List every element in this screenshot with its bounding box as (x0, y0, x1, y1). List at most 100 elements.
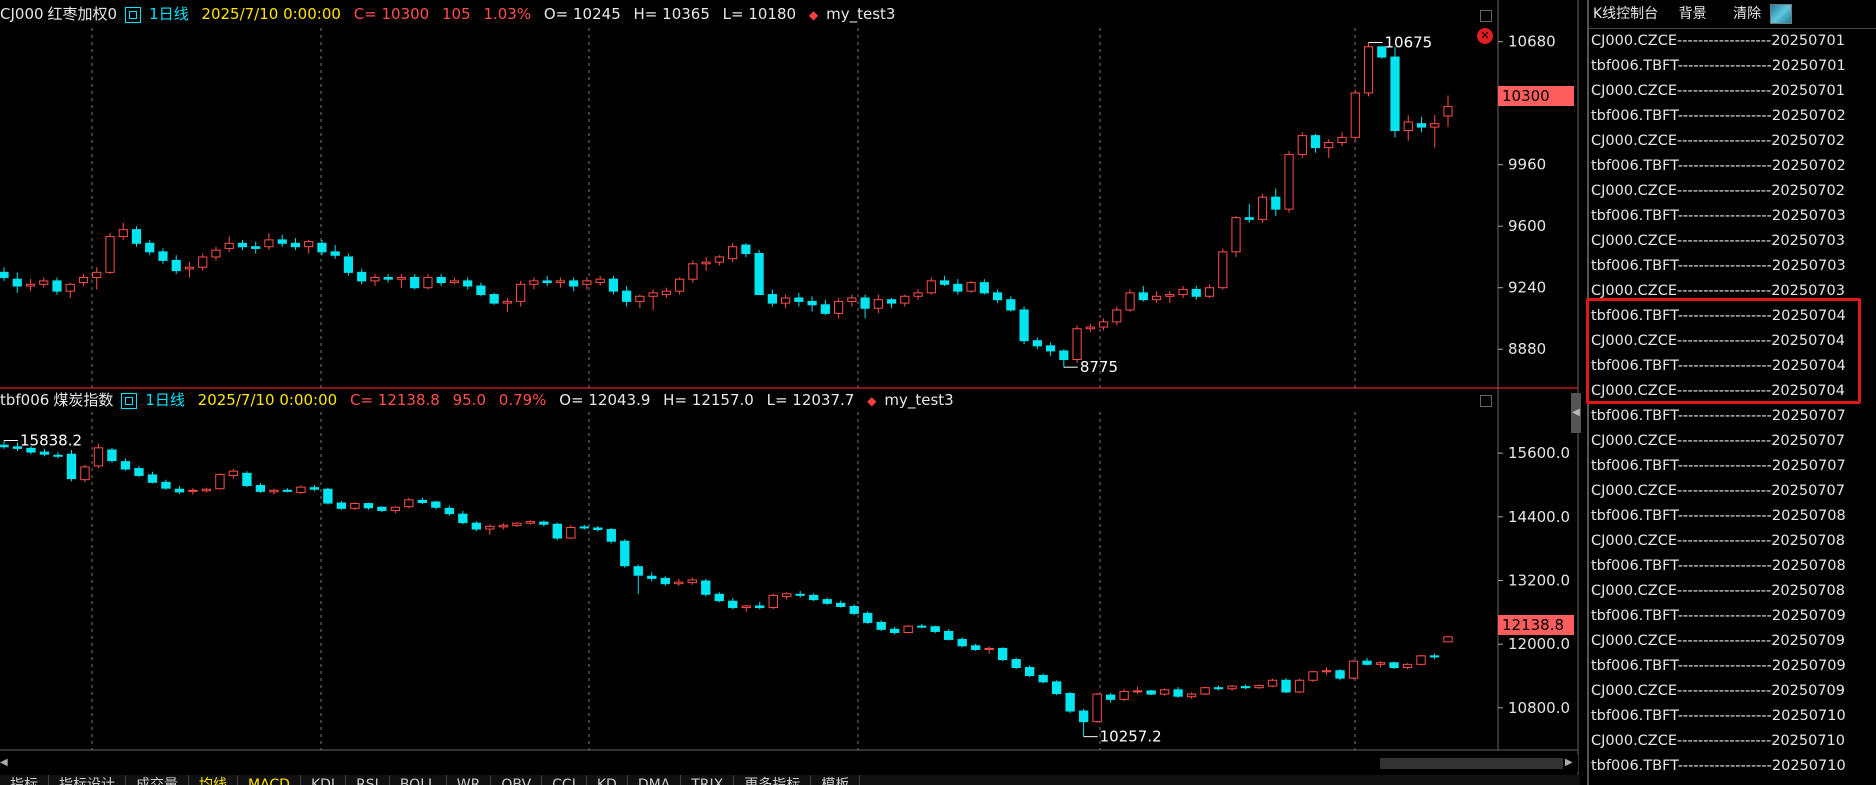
tab-indicator[interactable]: KD (587, 775, 628, 785)
log-entry: CJ000.CZCE------------------20250707 (1591, 483, 1846, 499)
candle-body (1024, 667, 1035, 676)
candle-body (1231, 217, 1241, 253)
candle-body (224, 242, 234, 249)
candle-body (1019, 309, 1029, 342)
scroll-left-icon[interactable]: ◀ (0, 757, 8, 768)
candle-body (714, 593, 724, 602)
candle-body (606, 529, 616, 542)
tab-indicator[interactable]: 模板 (811, 775, 861, 785)
candle-body (1165, 294, 1175, 297)
top-strategy[interactable]: my_test3 (826, 5, 896, 23)
tab-indicator[interactable]: 均线 (189, 775, 238, 785)
candle-body (913, 292, 923, 297)
scroll-right-icon[interactable]: ▶ (1565, 757, 1573, 768)
tab-indicator[interactable]: TRIX (681, 775, 735, 785)
top-candles (0, 42, 1453, 368)
candle-body (269, 489, 279, 493)
candle-body (984, 647, 994, 650)
candle-body (701, 580, 711, 595)
log-entry: tbf006.TBFT------------------20250707 (1591, 408, 1846, 424)
candle-body (1443, 106, 1453, 117)
window-icon[interactable] (125, 6, 142, 23)
candle-body (579, 526, 589, 529)
candle-body (1105, 694, 1116, 700)
tab-indicator[interactable]: KDJ (301, 775, 347, 785)
log-entry: tbf006.TBFT------------------20250708 (1591, 558, 1846, 574)
tab-indicator[interactable]: WR (447, 775, 492, 785)
candle-body (343, 256, 354, 273)
scroll-thumb[interactable] (1380, 758, 1563, 769)
top-last-price-tag: 10300 (1498, 86, 1574, 106)
log-entry: tbf006.TBFT------------------20250708 (1591, 508, 1846, 524)
candle-body (820, 304, 830, 314)
candle-body (966, 282, 976, 292)
top-period[interactable]: 1日线 (149, 5, 189, 23)
tab-indicator[interactable]: OBV (491, 775, 543, 785)
clear-button[interactable]: 清除 (1733, 6, 1762, 22)
log-entry: tbf006.TBFT------------------20250709 (1591, 608, 1846, 624)
candle-body (0, 271, 9, 278)
y-tick-label: 10680 (1508, 33, 1556, 51)
candle-body (648, 292, 658, 297)
candle-body (1390, 56, 1400, 132)
candle-body (1218, 251, 1228, 289)
collapse-handle[interactable]: ◀ (1571, 393, 1581, 433)
close-icon[interactable]: ✕ (1477, 28, 1493, 44)
candle-body (377, 506, 387, 511)
maximize-icon[interactable] (1480, 10, 1492, 22)
candle-body (701, 261, 711, 265)
log-entry: CJ000.CZCE------------------20250701 (1591, 83, 1846, 99)
candle-body (1191, 288, 1201, 297)
console-log[interactable]: CJ000.CZCE------------------20250701 tbf0… (1589, 29, 1876, 785)
tab-indicator[interactable]: DMA (628, 775, 682, 785)
candle-body (903, 625, 913, 634)
tab-indicator[interactable]: RSI (346, 775, 390, 785)
candle-body (1267, 679, 1278, 687)
candle-body (916, 625, 927, 628)
candle-body (620, 540, 630, 567)
tab-indicator[interactable]: BOLL (390, 775, 447, 785)
bottom-strategy[interactable]: my_test3 (884, 391, 954, 409)
candle-body (512, 522, 522, 526)
candle-body (118, 229, 128, 237)
tab-indicator[interactable]: 成交量 (126, 775, 189, 785)
top-change: 105 (442, 5, 471, 23)
maximize-icon[interactable] (1480, 395, 1492, 407)
candle-body (330, 251, 340, 256)
candle-body (728, 600, 738, 609)
min-label: 10257.2 (1100, 728, 1162, 746)
candle-body (1324, 141, 1334, 149)
candle-body (1240, 686, 1251, 689)
tab-indicator[interactable]: 指标设计 (49, 775, 126, 785)
background-button[interactable]: 背景 (1678, 6, 1707, 22)
candle-body (277, 239, 287, 244)
tab-indicator[interactable]: CCI (542, 775, 587, 785)
candle-body (1348, 660, 1359, 679)
tab-indicator[interactable]: 指标 (0, 775, 49, 785)
candle-body (1308, 671, 1318, 681)
candle-body (242, 472, 252, 487)
candle-body (489, 294, 499, 304)
candle-body (633, 566, 643, 576)
tab-indicator[interactable]: MACD (238, 775, 301, 785)
horizontal-scrollbar[interactable]: ◀ ▶ (0, 755, 1578, 772)
window-icon[interactable] (121, 392, 138, 409)
candle-body (1337, 136, 1347, 143)
candle-body (423, 276, 433, 289)
tab-indicator[interactable]: 更多指标 (734, 775, 812, 785)
candle-body (502, 300, 513, 304)
candle-body (66, 453, 77, 480)
candle-body (569, 280, 579, 287)
bottom-period[interactable]: 1日线 (145, 391, 185, 409)
candle-body (741, 605, 751, 609)
bottom-close: C= 12138.8 (349, 391, 440, 409)
candle-body (822, 599, 832, 604)
candle-body (1363, 46, 1374, 94)
log-entry: CJ000.CZCE------------------20250703 (1591, 233, 1846, 249)
candle-body (833, 300, 844, 314)
candle-body (953, 283, 963, 292)
candle-body (1430, 123, 1440, 128)
candle-body (25, 283, 36, 287)
palette-icon[interactable] (1769, 4, 1792, 24)
